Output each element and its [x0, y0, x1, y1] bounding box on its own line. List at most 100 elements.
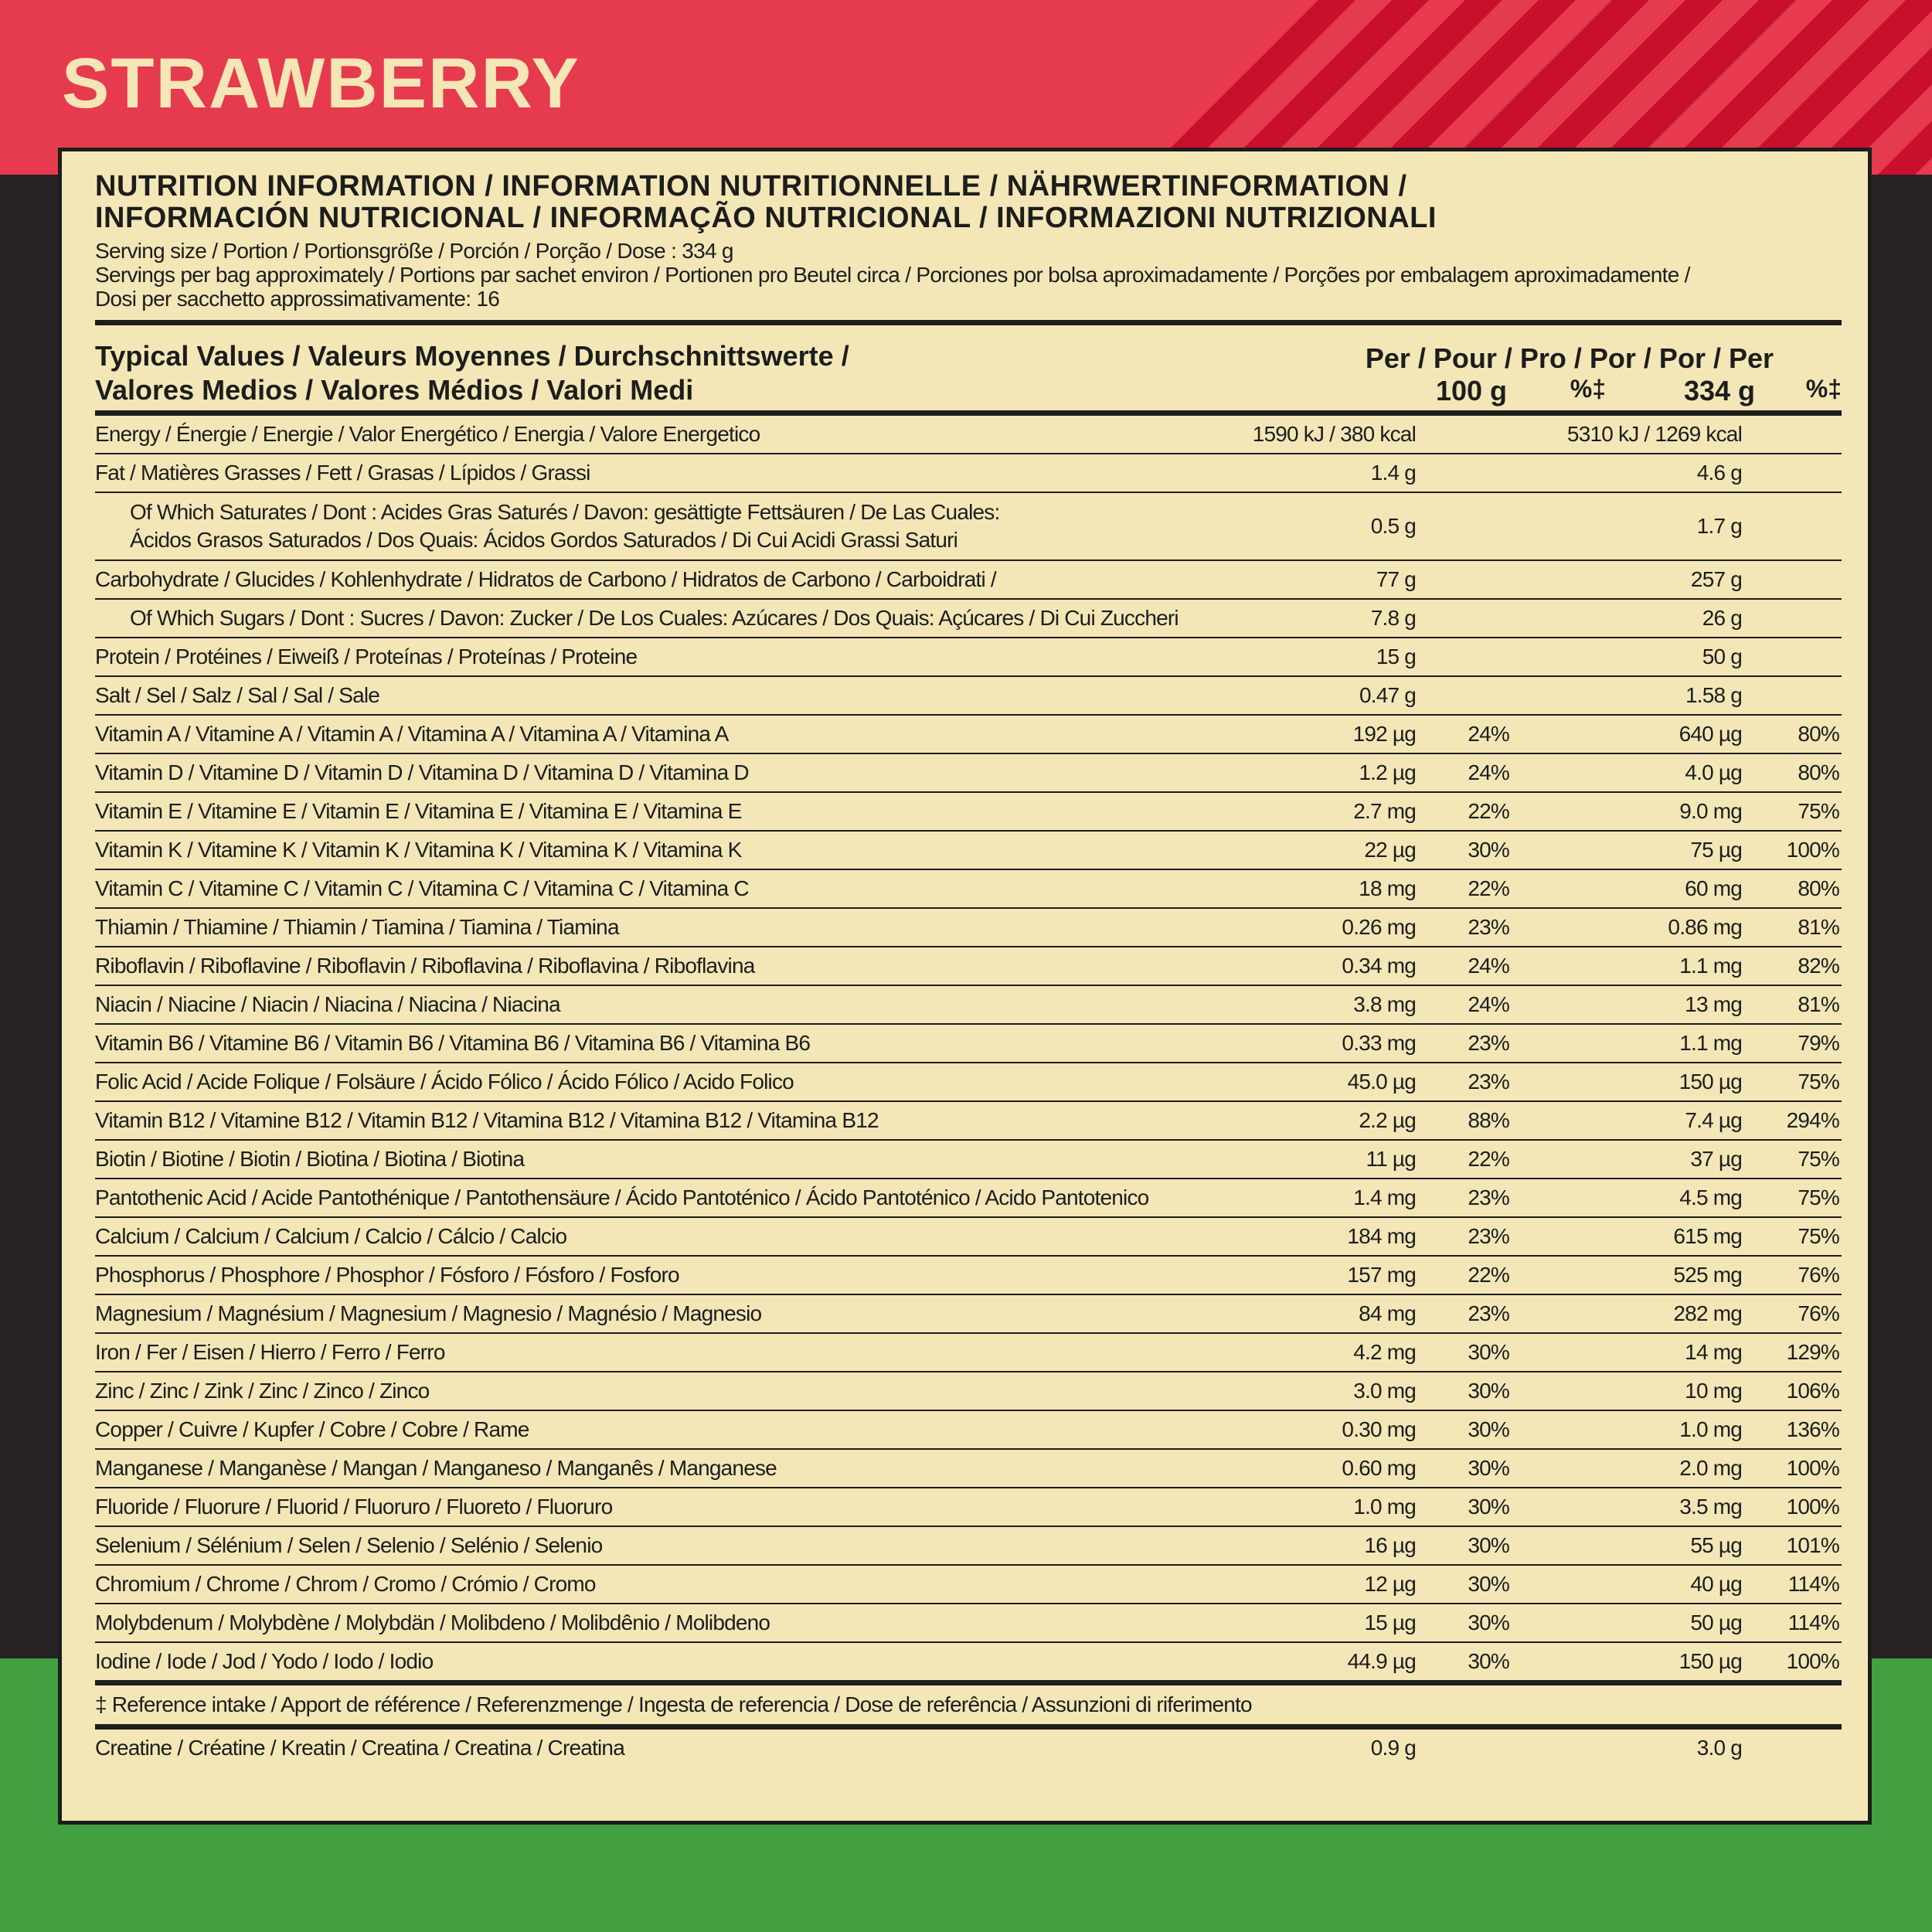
- ri-334g: 81%: [1798, 915, 1839, 939]
- nutrient-label: Biotin / Biotine / Biotin / Biotina / Bi…: [95, 1147, 525, 1171]
- nutrient-row: Vitamin E / Vitamine E / Vitamin E / Vit…: [95, 793, 1842, 832]
- rule: [95, 320, 1842, 325]
- nutrient-label: Fat / Matières Grasses / Fett / Grasas /…: [95, 461, 590, 485]
- ri-100g: 22%: [1468, 1263, 1509, 1287]
- per-100g: 0.60 mg: [1342, 1456, 1416, 1480]
- ri-334g: 75%: [1798, 1147, 1839, 1171]
- nutrient-row: Of Which Sugars / Dont : Sucres / Davon:…: [95, 600, 1842, 638]
- label-line: Of Which Saturates / Dont : Acides Gras …: [130, 500, 1000, 524]
- nutrient-label: Molybdenum / Molybdène / Molybdän / Moli…: [95, 1611, 770, 1634]
- per-100g: 1.2 µg: [1359, 760, 1416, 784]
- per-334g: 1.7 g: [1696, 514, 1743, 538]
- ri-100g: 23%: [1468, 1224, 1509, 1248]
- ri-334g: 101%: [1786, 1533, 1840, 1557]
- per-334g: 50 µg: [1690, 1611, 1742, 1634]
- rule: [95, 410, 1842, 416]
- ri-334g: 136%: [1786, 1417, 1840, 1441]
- nutrient-row: Vitamin A / Vitamine A / Vitamin A / Vit…: [95, 716, 1842, 754]
- per-334g: 150 µg: [1679, 1070, 1743, 1094]
- nutrient-label: Niacin / Niacine / Niacin / Niacina / Ni…: [95, 992, 561, 1016]
- ri-334g: 81%: [1798, 992, 1839, 1016]
- ri-334g: 100%: [1786, 1456, 1840, 1480]
- nutrient-row: Chromium / Chrome / Chrom / Cromo / Cróm…: [95, 1566, 1842, 1604]
- nutrient-row: Of Which Saturates / Dont : Acides Gras …: [95, 493, 1842, 561]
- nutrient-label: Magnesium / Magnésium / Magnesium / Magn…: [95, 1301, 762, 1325]
- per-334g: 3.5 mg: [1679, 1495, 1743, 1519]
- nutrient-label: Vitamin K / Vitamine K / Vitamin K / Vit…: [95, 838, 742, 862]
- per-100g: 192 µg: [1352, 722, 1417, 746]
- per-100-header: 100 g: [1435, 375, 1507, 406]
- ri-100g: 24%: [1468, 954, 1509, 978]
- nutrient-row: Molybdenum / Molybdène / Molybdän / Moli…: [95, 1604, 1842, 1643]
- nutrient-row: Selenium / Sélénium / Selen / Selenio / …: [95, 1527, 1842, 1566]
- nutrient-row: Vitamin K / Vitamine K / Vitamin K / Vit…: [95, 832, 1842, 870]
- nutrient-row: Manganese / Manganèse / Mangan / Mangane…: [95, 1450, 1842, 1488]
- nutrient-label: Calcium / Calcium / Calcium / Calcio / C…: [95, 1224, 567, 1248]
- ri-100g: 30%: [1468, 1649, 1509, 1673]
- nutrient-label: Carbohydrate / Glucides / Kohlenhydrate …: [95, 567, 997, 591]
- ri-100g: 23%: [1468, 1031, 1509, 1055]
- nutrient-row: Carbohydrate / Glucides / Kohlenhydrate …: [95, 561, 1842, 600]
- serving-info: Serving size / Portion / Portionsgröße /…: [95, 239, 1842, 311]
- nutrient-label: Energy / Énergie / Energie / Valor Energ…: [95, 422, 760, 446]
- nutrient-row: Vitamin B12 / Vitamine B12 / Vitamin B12…: [95, 1102, 1842, 1141]
- ri-100g: 24%: [1468, 722, 1509, 746]
- ri-100g: 22%: [1468, 1147, 1509, 1171]
- ri-334g: 76%: [1798, 1301, 1839, 1325]
- nutrient-label: Zinc / Zinc / Zink / Zinc / Zinco / Zinc…: [95, 1379, 430, 1403]
- ri-334g: 75%: [1798, 1070, 1839, 1094]
- per-100g: 184 mg: [1347, 1224, 1416, 1248]
- nutrient-row: Vitamin B6 / Vitamine B6 / Vitamin B6 / …: [95, 1025, 1842, 1063]
- ri-100g: 22%: [1468, 799, 1509, 823]
- per-334g: 55 µg: [1690, 1533, 1742, 1557]
- per-334g: 5310 kJ / 1269 kcal: [1566, 422, 1743, 446]
- nutrient-label: Chromium / Chrome / Chrom / Cromo / Cróm…: [95, 1572, 596, 1596]
- ri-100g: 30%: [1468, 1379, 1509, 1403]
- nutrient-row: Protein / Protéines / Eiweiß / Proteínas…: [95, 638, 1842, 677]
- serving-line: Dosi per sacchetto approssimativamente: …: [95, 287, 500, 311]
- per-100g: 157 mg: [1347, 1263, 1416, 1287]
- nutrient-label: Iron / Fer / Eisen / Hierro / Ferro / Fe…: [95, 1340, 445, 1364]
- ri-100g: 30%: [1468, 1340, 1509, 1364]
- head-label-line: Typical Values / Valeurs Moyennes / Durc…: [95, 340, 849, 372]
- nutrient-label: Vitamin D / Vitamine D / Vitamin D / Vit…: [95, 760, 750, 784]
- ri-334g: 294%: [1786, 1108, 1840, 1132]
- per-100g: 45.0 µg: [1347, 1070, 1417, 1094]
- nutrient-row: Zinc / Zinc / Zink / Zinc / Zinco / Zinc…: [95, 1372, 1842, 1411]
- footnote: ‡ Reference intake / Apport de référence…: [95, 1692, 1253, 1716]
- per-334-header: 334 g: [1683, 375, 1755, 406]
- per-100g: 11 µg: [1366, 1147, 1416, 1171]
- ri-100g: 30%: [1468, 1495, 1509, 1519]
- per-334g: 3.0 g: [1696, 1736, 1743, 1760]
- per-334g: 640 µg: [1679, 722, 1743, 746]
- per-334g: 37 µg: [1690, 1147, 1742, 1171]
- serving-line: Serving size / Portion / Portionsgröße /…: [95, 239, 734, 263]
- nutrient-label: Of Which Saturates / Dont : Acides Gras …: [95, 498, 1842, 554]
- nutrient-row: Pantothenic Acid / Acide Pantothénique /…: [95, 1179, 1842, 1218]
- nutrient-label: Thiamin / Thiamine / Thiamin / Tiamina /…: [95, 915, 620, 939]
- ri-334g: 80%: [1798, 876, 1839, 900]
- ri-334g: 82%: [1798, 954, 1839, 978]
- ri-100g: 23%: [1468, 915, 1509, 939]
- nutrient-label: Selenium / Sélénium / Selen / Selenio / …: [95, 1533, 603, 1557]
- nutrient-row: Fluoride / Fluorure / Fluorid / Fluoruro…: [95, 1488, 1842, 1527]
- per-334g: 257 g: [1690, 567, 1743, 591]
- ri-100g: 30%: [1468, 1533, 1509, 1557]
- title-line: NUTRITION INFORMATION / INFORMATION NUTR…: [95, 170, 1407, 202]
- nutrient-row: Riboflavin / Riboflavine / Riboflavin / …: [95, 947, 1842, 986]
- ri-334g: 75%: [1798, 1224, 1839, 1248]
- ri-334g: 114%: [1787, 1572, 1840, 1596]
- per-100g: 0.9 g: [1370, 1736, 1417, 1760]
- nutrient-label: Protein / Protéines / Eiweiß / Proteínas…: [95, 645, 638, 668]
- per-100g: 44.9 µg: [1347, 1649, 1417, 1673]
- ri-334g: 79%: [1798, 1031, 1839, 1055]
- per-334g: 10 mg: [1685, 1379, 1743, 1403]
- flavor-title: STRAWBERRY: [62, 44, 580, 123]
- ri-100g: 30%: [1468, 838, 1509, 862]
- nutrient-label: Folic Acid / Acide Folique / Folsäure / …: [95, 1070, 794, 1094]
- nutrient-label: Creatine / Créatine / Kreatin / Creatina…: [95, 1736, 625, 1760]
- nutrient-row: Vitamin C / Vitamine C / Vitamin C / Vit…: [95, 870, 1842, 909]
- nutrient-label: Salt / Sel / Salz / Sal / Sal / Sale: [95, 683, 380, 707]
- ri-334g: 80%: [1798, 760, 1839, 784]
